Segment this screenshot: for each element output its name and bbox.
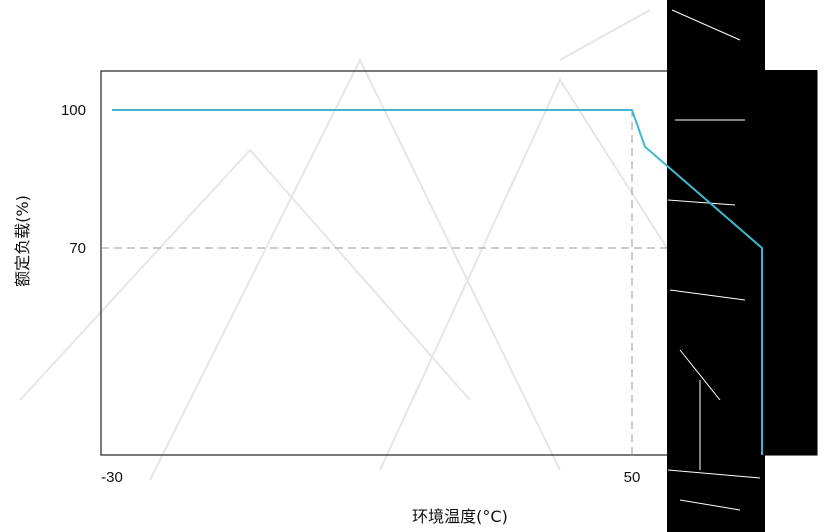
scan-artifact bbox=[667, 0, 817, 532]
y-tick-label: 100 bbox=[61, 102, 86, 119]
y-tick-label: 70 bbox=[69, 240, 86, 257]
x-tick-label: -30 bbox=[101, 469, 123, 486]
y-axis-label: 额定负载(%) bbox=[13, 195, 32, 287]
watermark bbox=[19, 9, 701, 481]
y-tick-labels: 100 70 bbox=[61, 102, 86, 257]
series-line bbox=[112, 109, 763, 455]
series-top-layer bbox=[111, 109, 763, 456]
x-axis-label: 环境温度(°C) bbox=[412, 507, 508, 526]
x-tick-label: 50 bbox=[624, 469, 641, 486]
